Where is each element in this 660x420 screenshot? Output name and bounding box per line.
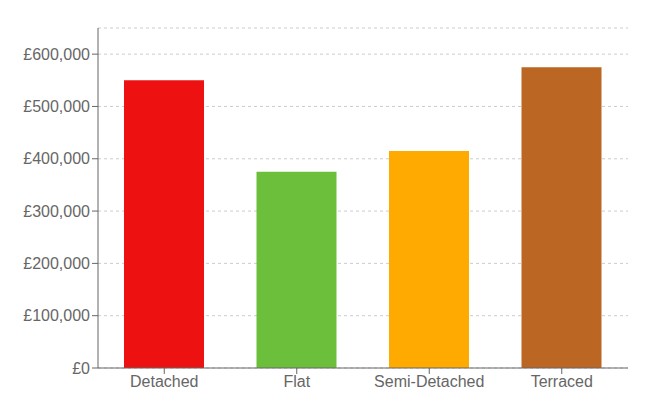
- svg-text:£600,000: £600,000: [23, 46, 90, 63]
- svg-text:£500,000: £500,000: [23, 98, 90, 115]
- svg-text:£300,000: £300,000: [23, 203, 90, 220]
- svg-text:Detached: Detached: [130, 373, 199, 390]
- svg-text:£200,000: £200,000: [23, 255, 90, 272]
- svg-text:Terraced: Terraced: [531, 373, 593, 390]
- svg-text:Semi-Detached: Semi-Detached: [374, 373, 484, 390]
- svg-text:£400,000: £400,000: [23, 150, 90, 167]
- svg-text:Flat: Flat: [283, 373, 310, 390]
- svg-text:£100,000: £100,000: [23, 307, 90, 324]
- svg-text:£0: £0: [72, 360, 90, 377]
